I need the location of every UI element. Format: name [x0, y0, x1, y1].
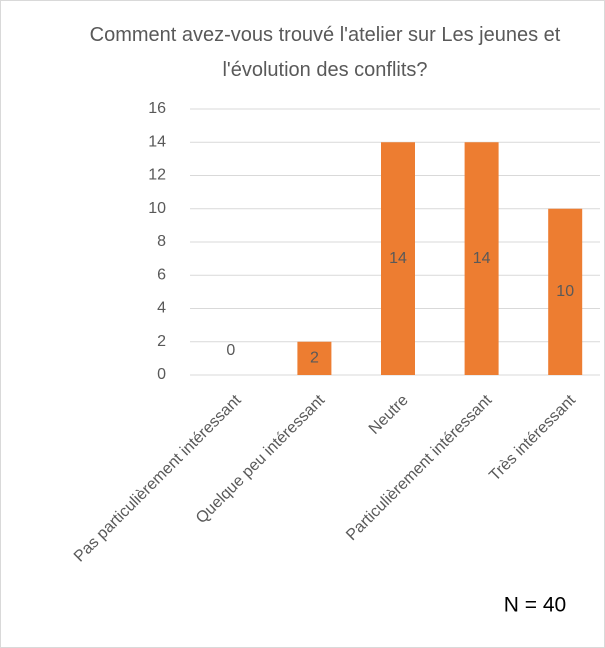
annotation: N = 40 — [504, 594, 566, 617]
y-tick-label: 16 — [148, 100, 166, 117]
data-label: 2 — [310, 350, 319, 367]
bar — [381, 142, 415, 375]
chart-title: Comment avez-vous trouvé l'atelier sur L… — [89, 24, 561, 81]
data-label: 10 — [556, 283, 574, 300]
y-tick-label: 12 — [148, 167, 166, 184]
data-label: 0 — [226, 342, 235, 359]
y-tick-label: 2 — [157, 333, 166, 350]
bar — [297, 341, 332, 375]
y-tick-label: 8 — [157, 233, 166, 250]
y-tick-label: 10 — [148, 200, 166, 217]
data-label: 14 — [389, 250, 407, 267]
y-tick-label: 14 — [148, 133, 166, 150]
data-label: 14 — [473, 250, 491, 267]
y-tick-label: 4 — [157, 300, 166, 317]
bar — [548, 208, 583, 375]
bar — [464, 142, 499, 375]
y-tick-label: 6 — [157, 266, 166, 283]
y-tick-label: 0 — [157, 366, 166, 383]
